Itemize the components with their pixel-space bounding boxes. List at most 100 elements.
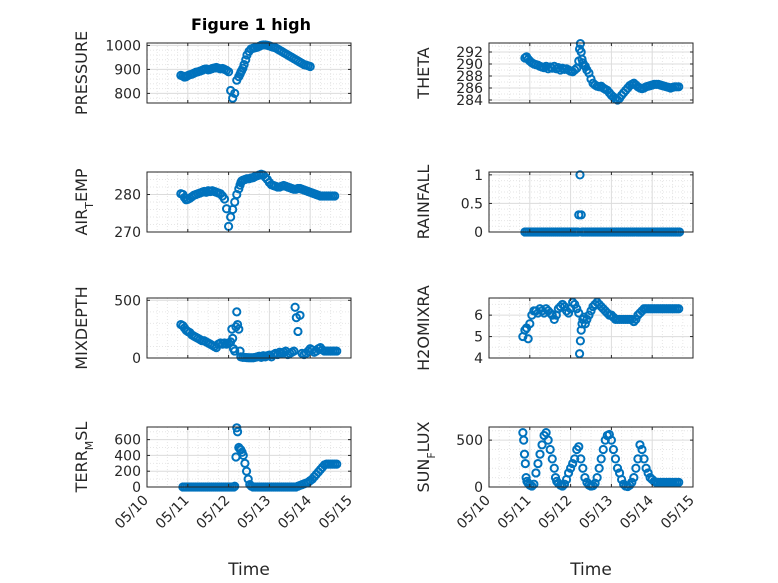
data-point [568,297,578,307]
y-tick-label: 5 [474,330,483,346]
data-point [575,170,585,180]
y-axis-label-rest: SL [72,422,91,441]
subplot-3: 270 280 AIRTEMP [72,168,352,241]
y-tick-label: 400 [114,448,141,464]
y-axis-label: MIXDEPTH [72,286,91,369]
data-point [594,463,604,473]
data-point [568,458,578,469]
data-point [221,204,232,214]
data-point [219,194,230,204]
y-tick-label: 1000 [105,38,141,54]
y-axis-label-rest: EMP [72,168,91,202]
y-axis-label-subscript: M [83,441,96,451]
y-tick-label: 292 [456,45,483,61]
y-axis-label-main: TERR [72,450,91,493]
x-tick-label: 05/14 [617,492,657,532]
data-point [557,299,568,310]
data-point [635,440,645,450]
data-point [230,481,240,491]
data-point [641,463,651,473]
data-point [519,449,530,459]
axes-box [146,297,352,359]
x-axis-label: Time [227,560,270,580]
data-point [239,60,249,70]
data-point [533,458,543,469]
y-axis-label: AIRTEMP [72,168,96,235]
x-tick-label: 05/13 [576,493,616,533]
x-tick-label: 05/11 [495,493,535,533]
data-point [674,477,684,487]
data-point [295,310,305,320]
y-tick-label: 0.5 [461,196,483,212]
data-point [627,477,637,487]
data-point [230,346,240,356]
x-tick-label: 05/10 [112,493,152,533]
axes-box [146,426,352,488]
axes-box [488,171,694,233]
data-point [617,474,627,485]
data-point [643,468,653,478]
data-point [224,67,234,77]
data-point [549,463,559,473]
y-tick-label: 6 [474,308,483,324]
y-tick-label: 0 [474,480,483,496]
data-point [596,454,606,464]
data-point [674,82,684,92]
data-point [232,427,243,437]
data-point [559,479,570,489]
y-tick-label: 284 [456,93,483,109]
data-point [576,210,586,220]
data-point [228,333,238,343]
subplot-4: 0 0.5 1 RAINFALL [414,165,694,241]
data-point [608,444,619,455]
figure-title: Figure 1 high [191,15,311,34]
data-point [629,473,639,483]
data-point [557,481,568,491]
data-point [637,444,647,455]
data-point [629,316,639,327]
y-axis-label-main: AIR [72,209,91,236]
y-tick-label: 500 [456,433,483,449]
y-axis-label: SUNFLUX [414,421,438,492]
data-point [332,459,342,469]
data-point [234,324,244,334]
y-tick-label: 1 [474,168,483,184]
x-tick-label: 05/15 [658,493,698,533]
data-point [332,346,342,356]
data-point [610,454,621,464]
data-point [289,346,299,356]
y-tick-label: 290 [456,57,483,73]
y-tick-label: 286 [456,81,483,97]
data-point [531,468,541,478]
data-point [523,334,533,344]
y-tick-label: 200 [114,464,141,480]
data-point [563,468,574,478]
data-point [525,319,535,329]
data-point [555,301,566,312]
axes-box [488,297,694,359]
data-point [633,454,643,464]
x-tick-label: 05/11 [153,493,193,533]
x-tick-label: 05/12 [194,493,234,533]
data-point [570,454,580,464]
subplot-1: 800 900 1000 PRESSURE [72,31,352,115]
y-tick-label: 500 [114,293,141,309]
y-axis-label: PRESSURE [72,31,91,115]
y-axis-label: RAINFALL [414,165,433,240]
data-point [519,435,529,445]
x-tick-label: 05/13 [234,493,274,533]
data-point [674,304,684,314]
axes-box [146,42,352,104]
data-point [547,63,557,73]
y-tick-label: 0 [132,480,141,496]
data-point [527,481,537,491]
data-point [293,326,303,337]
y-tick-label: 900 [114,62,141,78]
data-point [228,93,238,103]
y-tick-label: 270 [114,225,141,241]
axes-box [146,171,352,233]
data-point [575,336,585,346]
subplot-6: 4 5 6 H2OMIXRA [414,285,694,371]
